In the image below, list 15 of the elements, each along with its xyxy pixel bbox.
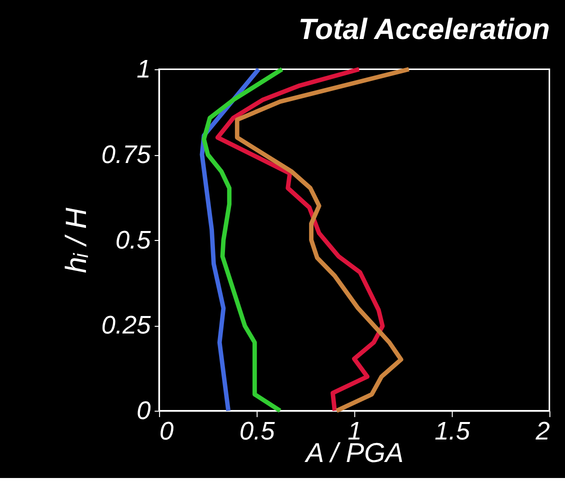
chart-title: Total Acceleration xyxy=(298,14,550,46)
line-series xyxy=(234,67,412,413)
y-tick-label: 0 xyxy=(136,397,151,426)
y-tick-label: 0.75 xyxy=(101,140,152,169)
y-tick-label: 1 xyxy=(136,56,151,84)
y-axis-title: hᵢ / H xyxy=(60,206,93,274)
y-tick-label: 0.25 xyxy=(101,312,152,340)
x-tick-label: 0.5 xyxy=(239,418,276,446)
x-tick-label: 2 xyxy=(534,418,550,446)
x-tick-label: 1.5 xyxy=(434,418,471,446)
line-series xyxy=(202,67,284,413)
line-series xyxy=(215,67,385,413)
y-tick-label: 0.5 xyxy=(116,226,152,254)
line-series xyxy=(200,67,261,413)
x-tick-label: 0 xyxy=(160,418,174,446)
